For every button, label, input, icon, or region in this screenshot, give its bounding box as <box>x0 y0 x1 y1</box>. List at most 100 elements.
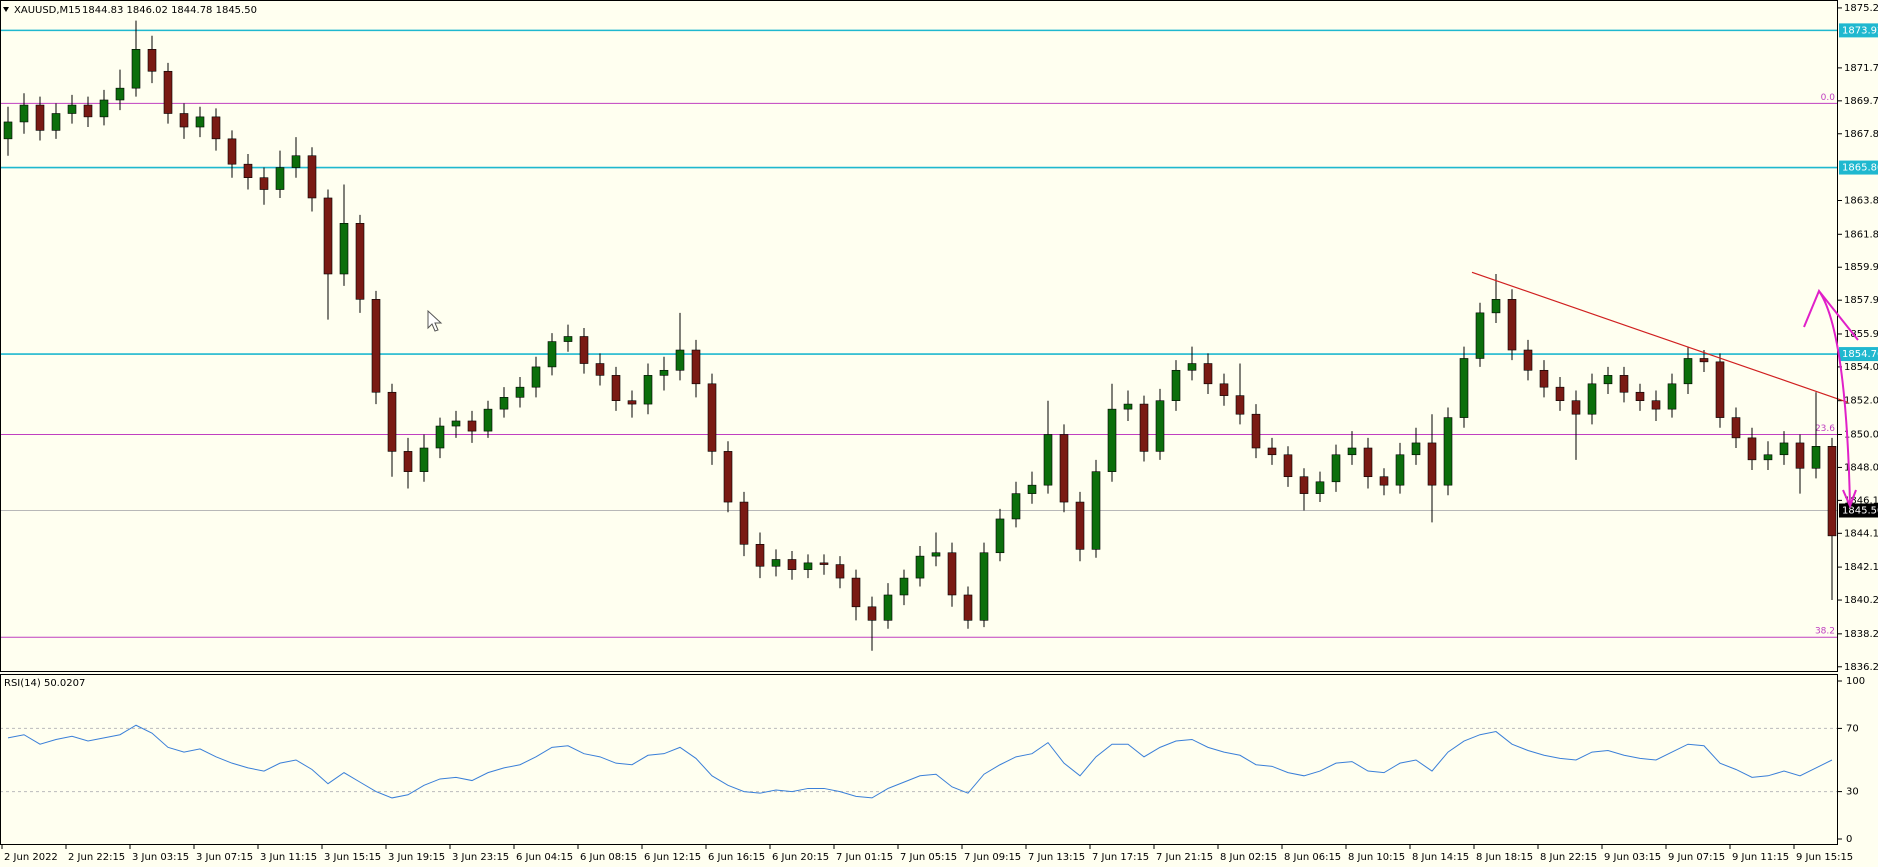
candle-body <box>1539 369 1549 388</box>
x-tick-label: 9 Jun 03:15 <box>1604 852 1661 863</box>
candle-body <box>1027 484 1037 494</box>
candle-body <box>1827 446 1837 537</box>
candle-body <box>131 49 141 89</box>
x-tick-label: 6 Jun 04:15 <box>516 852 573 863</box>
candle-body <box>355 223 365 300</box>
fib-label: 23.6 <box>1815 424 1835 434</box>
candle-body <box>307 155 317 199</box>
candle-body <box>755 543 765 567</box>
candle-body <box>163 70 173 114</box>
x-tick-label: 8 Jun 18:15 <box>1476 852 1533 863</box>
y-tick-label: 1857.95 <box>1844 295 1878 306</box>
candle-body <box>931 552 941 557</box>
candle-body <box>1043 434 1053 486</box>
candle-body <box>611 375 621 401</box>
candle-body <box>1091 471 1101 550</box>
candle-body <box>1747 437 1757 461</box>
price-level-label: 1854.76 <box>1842 349 1878 360</box>
candle-body <box>739 501 749 545</box>
candle-body <box>1123 403 1133 410</box>
candle-body <box>387 391 397 452</box>
y-tick-label: 1848.05 <box>1844 462 1878 473</box>
candle-body <box>579 336 589 364</box>
x-tick-label: 9 Jun 15:15 <box>1796 852 1853 863</box>
candle-body <box>1683 358 1693 385</box>
candle-body <box>1555 386 1565 401</box>
candle-body <box>995 518 1005 554</box>
x-tick-label: 8 Jun 14:15 <box>1412 852 1469 863</box>
candle-body <box>211 116 221 140</box>
candle-body <box>787 559 797 570</box>
candle-body <box>195 116 205 128</box>
candle-body <box>1331 454 1341 483</box>
candle-body <box>819 562 829 565</box>
candle-body <box>51 113 61 131</box>
candle-body <box>323 197 333 275</box>
candle-body <box>147 49 157 72</box>
candle-body <box>1811 446 1821 469</box>
candle-body <box>1011 493 1021 520</box>
candle-body <box>803 562 813 570</box>
rsi-tick-label: 70 <box>1846 723 1859 734</box>
candle-body <box>707 383 717 452</box>
price-level-label: 1845.50 <box>1842 506 1878 517</box>
menu-arrow[interactable] <box>3 7 9 12</box>
candle-body <box>1603 375 1613 385</box>
candle-body <box>1299 476 1309 494</box>
candle-body <box>1139 403 1149 452</box>
candle-body <box>35 104 45 131</box>
x-tick-label: 6 Jun 08:15 <box>580 852 637 863</box>
candle-body <box>515 386 525 398</box>
candle-body <box>835 564 845 579</box>
candle-body <box>1763 454 1773 461</box>
y-tick-label: 1859.90 <box>1844 262 1878 273</box>
fib-label: 0.0 <box>1821 93 1836 103</box>
x-tick-label: 2 Jun 2022 <box>4 852 58 863</box>
y-tick-label: 1855.95 <box>1844 329 1878 340</box>
candle-body <box>947 552 957 596</box>
rsi-tick-label: 100 <box>1846 676 1865 687</box>
price-level-tag <box>1839 347 1878 362</box>
candle-body <box>1187 363 1197 371</box>
candle-body <box>1107 408 1117 472</box>
candle-body <box>1283 454 1293 478</box>
y-tick-label: 1867.80 <box>1844 129 1878 140</box>
candle-body <box>403 451 413 472</box>
x-tick-label: 3 Jun 11:15 <box>260 852 317 863</box>
candles-layer <box>3 20 1837 651</box>
x-tick-label: 7 Jun 09:15 <box>964 852 1021 863</box>
candle-body <box>339 223 349 275</box>
y-tick-label: 1861.85 <box>1844 229 1878 240</box>
candle-body <box>275 167 285 190</box>
x-tick-label: 2 Jun 22:15 <box>68 852 125 863</box>
candle-body <box>1587 383 1597 415</box>
candle-body <box>19 104 29 123</box>
y-tick-label: 1869.75 <box>1844 96 1878 107</box>
candle-body <box>1619 375 1629 393</box>
candle-body <box>115 87 125 101</box>
candle-body <box>1155 400 1165 452</box>
price-level-tag <box>1839 23 1878 38</box>
x-tick-label: 7 Jun 05:15 <box>900 852 957 863</box>
candle-body <box>1427 442 1437 486</box>
candle-body <box>1235 395 1245 415</box>
candle-body <box>499 397 509 410</box>
candle-body <box>1379 476 1389 486</box>
candle-body <box>1491 299 1501 314</box>
fib-label: 38.2 <box>1815 627 1835 637</box>
y-tick-label: 1838.20 <box>1844 629 1878 640</box>
mouse-cursor <box>427 309 443 332</box>
candle-body <box>1395 454 1405 486</box>
x-tick-label: 7 Jun 17:15 <box>1092 852 1149 863</box>
candle-body <box>1411 442 1421 456</box>
candle-body <box>1075 501 1085 550</box>
candle-body <box>1571 400 1581 415</box>
trendline <box>1471 271 1849 403</box>
x-tick-label: 3 Jun 15:15 <box>324 852 381 863</box>
y-tick-label: 1852.00 <box>1844 396 1878 407</box>
candle-body <box>691 349 701 385</box>
candle-body <box>627 400 637 405</box>
y-tick-label: 1840.20 <box>1844 595 1878 606</box>
candle-body <box>1315 481 1325 494</box>
